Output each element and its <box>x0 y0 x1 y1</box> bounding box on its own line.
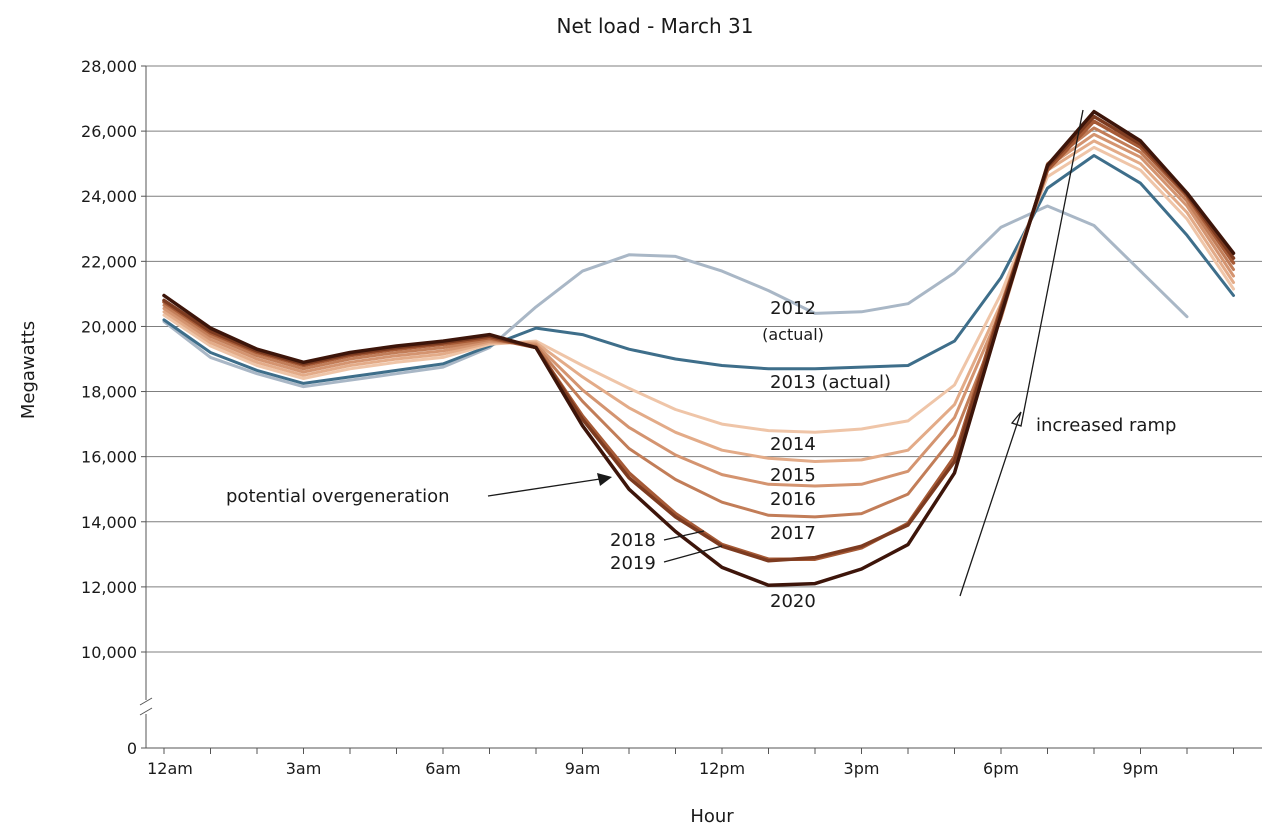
label-2014: 2014 <box>770 434 816 455</box>
leader-2019 <box>663 545 723 563</box>
y-tick-label: 24,000 <box>81 187 137 206</box>
y-axis-ticks: 28,000 26,000 24,000 22,000 20,000 18,000 16,0… <box>81 57 146 758</box>
axis-break-mark-upper <box>139 697 153 706</box>
x-tick-label: 3am <box>286 759 322 778</box>
gridlines <box>146 65 1262 653</box>
x-tick-label: 9pm <box>1123 759 1159 778</box>
series-line-2013 <box>162 154 1235 385</box>
chart-title: Net load - March 31 <box>557 14 754 38</box>
label-2016: 2016 <box>770 489 816 510</box>
y-tick-label: 22,000 <box>81 252 137 271</box>
label-2012-actual: (actual) <box>762 325 824 344</box>
x-tick-label: 6pm <box>983 759 1019 778</box>
y-tick-label: 10,000 <box>81 643 137 662</box>
overgeneration-arrow-shaft <box>487 478 601 497</box>
series-line-2020 <box>162 109 1236 588</box>
label-2015: 2015 <box>770 465 816 486</box>
y-tick-label: 14,000 <box>81 513 137 532</box>
x-tick-label: 12am <box>147 759 193 778</box>
series-line-2012 <box>162 204 1189 389</box>
axes <box>139 66 1262 749</box>
series-line-2015 <box>162 139 1235 463</box>
y-tick-label: 12,000 <box>81 578 137 597</box>
y-tick-label: 26,000 <box>81 122 137 141</box>
y-tick-label: 18,000 <box>81 383 137 402</box>
x-tick-label: 3pm <box>844 759 880 778</box>
y-axis-title: Megawatts <box>18 321 39 419</box>
increased-ramp-bracket <box>959 109 1084 597</box>
x-tick-label: 6am <box>425 759 461 778</box>
label-2017: 2017 <box>770 523 816 544</box>
annotations: 2012 (actual) 2013 (actual) 2014 2015 20… <box>226 109 1176 612</box>
label-increased-ramp: increased ramp <box>1036 415 1176 436</box>
overgeneration-arrowhead <box>597 473 612 486</box>
label-2012-year: 2012 <box>770 298 816 319</box>
series-line-2014 <box>162 145 1235 434</box>
x-tick-label: 9am <box>565 759 601 778</box>
label-2019: 2019 <box>610 553 656 574</box>
x-axis-title: Hour <box>690 806 734 827</box>
y-tick-label: 28,000 <box>81 57 137 76</box>
x-axis-ticks: 12am 3am 6am 9am 12pm 3pm 6pm 9pm <box>147 748 1234 778</box>
label-2020: 2020 <box>770 591 816 612</box>
label-overgeneration: potential overgeneration <box>226 486 450 507</box>
y-tick-label-zero: 0 <box>127 739 137 758</box>
leader-2018 <box>663 530 705 541</box>
label-2013: 2013 (actual) <box>770 372 891 393</box>
y-tick-label: 20,000 <box>81 317 137 336</box>
y-tick-label: 16,000 <box>81 448 137 467</box>
label-2018: 2018 <box>610 530 656 551</box>
series-line-2017 <box>162 126 1235 519</box>
series-lines <box>162 109 1236 588</box>
x-tick-label: 12pm <box>699 759 745 778</box>
axis-break-mark-lower <box>139 707 153 716</box>
